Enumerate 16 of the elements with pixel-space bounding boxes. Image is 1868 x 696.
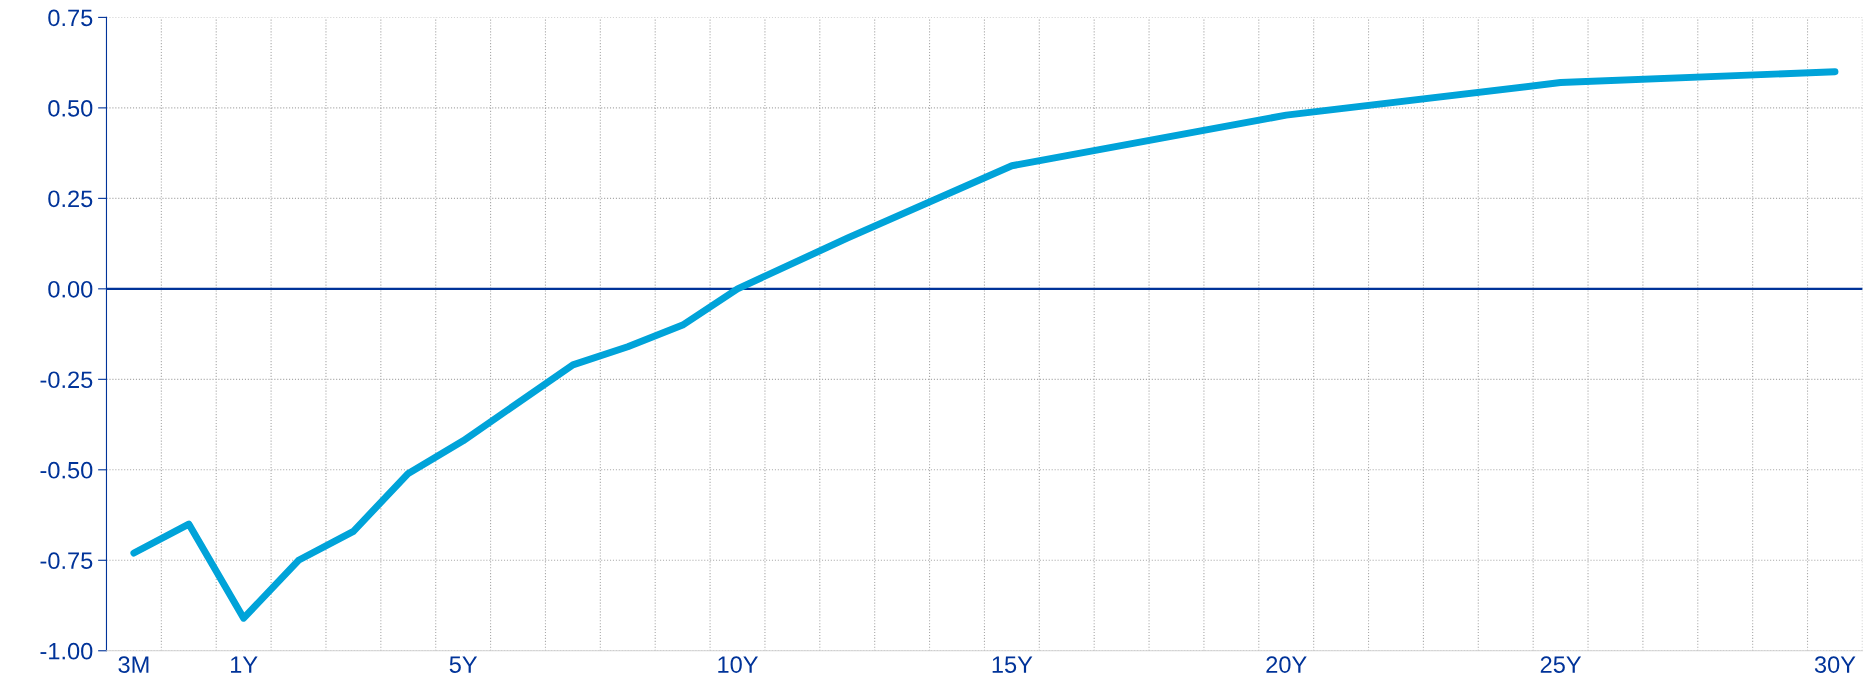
y-tick-label: -0.25 [40, 371, 93, 389]
y-tick-label: 0.50 [48, 99, 93, 117]
x-tick-label: 30Y [1814, 656, 1856, 673]
y-tick-label: 0.75 [48, 9, 93, 27]
y-tick-label: -0.75 [40, 552, 93, 570]
x-tick-label: 3M [118, 656, 149, 673]
x-tick-label: 5Y [449, 656, 478, 673]
x-tick-label: 25Y [1540, 656, 1582, 673]
x-tick-label: 10Y [718, 656, 758, 673]
x-tick-label: 15Y [992, 656, 1033, 673]
x-tick-label: 20Y [1266, 656, 1307, 673]
y-tick-label: -1.00 [40, 642, 93, 660]
y-tick-label: -0.50 [40, 461, 93, 479]
x-tick-label: 1Y [231, 656, 258, 673]
y-tick-label: 0.00 [48, 280, 93, 298]
y-tick-label: 0.25 [48, 190, 93, 208]
